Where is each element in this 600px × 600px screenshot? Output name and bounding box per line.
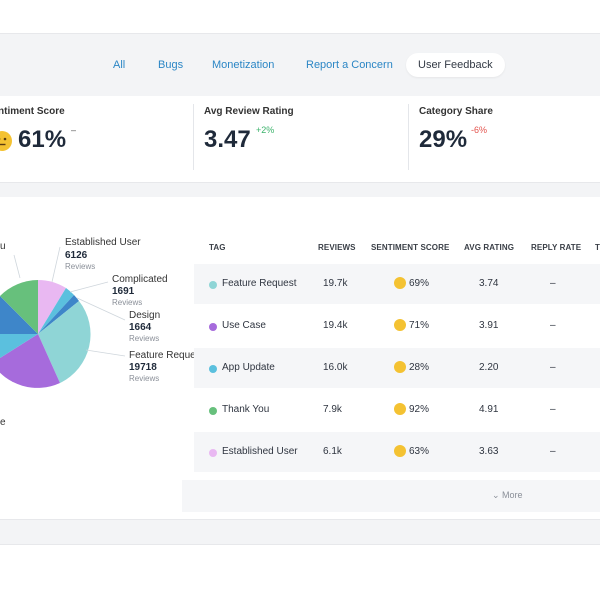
tag-name: Feature Request (222, 278, 297, 289)
more-bar (182, 480, 600, 512)
reviews-count: 19.4k (323, 320, 347, 331)
reply-rate: – (550, 320, 556, 331)
sentiment-emoji-icon (394, 403, 406, 415)
stat-delta: +2% (256, 125, 274, 135)
sentiment-score: 92% (409, 404, 429, 415)
reply-rate: – (550, 362, 556, 373)
tab-user-feedback[interactable]: User Feedback (406, 53, 505, 77)
stat-delta: -6% (471, 125, 487, 135)
tag-pie-chart (0, 230, 200, 430)
pie-unit: Reviews (112, 298, 142, 307)
column-header-sentiment-score[interactable]: SENTIMENT SCORE (371, 243, 449, 252)
tag-name: App Update (222, 362, 275, 373)
tab-bugs[interactable]: Bugs (146, 53, 195, 77)
top-bar (0, 0, 600, 32)
table-row[interactable]: Use Case 19.4k 71% 3.91 – (194, 306, 600, 346)
tag-color-dot (209, 449, 217, 457)
avg-rating: 3.74 (479, 278, 498, 289)
table-row[interactable]: Established User 6.1k 63% 3.63 – (194, 432, 600, 472)
pie-label: Complicated (112, 274, 168, 285)
pie-count: 1664 (129, 322, 151, 333)
sentiment-emoji-icon (394, 361, 406, 373)
pie-label: u (0, 241, 6, 252)
stat-avg-review-rating: Avg Review Rating 3.47 +2% (204, 96, 404, 182)
column-header-reviews[interactable]: REVIEWS (318, 243, 356, 252)
reply-rate: – (550, 278, 556, 289)
sentiment-emoji-icon (394, 277, 406, 289)
filter-tabs-bar: All Bugs Monetization Report a Concern U… (0, 33, 600, 97)
avg-rating: 4.91 (479, 404, 498, 415)
column-header-reply-rate[interactable]: REPLY RATE (531, 243, 581, 252)
avg-rating: 3.63 (479, 446, 498, 457)
sentiment-score: 28% (409, 362, 429, 373)
pie-label: Design (129, 310, 160, 321)
pie-label: Feature Reques (129, 350, 201, 361)
reviews-count: 6.1k (323, 446, 342, 457)
avg-rating: 2.20 (479, 362, 498, 373)
table-row[interactable]: Feature Request 19.7k 69% 3.74 – (194, 264, 600, 304)
sentiment-emoji-icon (394, 445, 406, 457)
more-button[interactable]: ⌄ More (492, 490, 523, 501)
pie-label: e (0, 417, 6, 428)
stat-category-share: Category Share 29% -6% (419, 96, 599, 182)
pie-count: 6126 (65, 250, 87, 261)
pie-unit: Reviews (129, 374, 159, 383)
sentiment-score: 63% (409, 446, 429, 457)
tag-color-dot (209, 323, 217, 331)
pie-count: 1691 (112, 286, 134, 297)
sentiment-emoji-icon (394, 319, 406, 331)
stat-sentiment-score: ntiment Score 61% – (0, 96, 190, 182)
pie-unit: Reviews (129, 334, 159, 343)
neutral-face-icon (0, 131, 12, 151)
table-row[interactable]: Thank You 7.9k 92% 4.91 – (194, 390, 600, 430)
column-header-tag[interactable]: TAG (209, 243, 226, 252)
section-gap (0, 183, 600, 197)
stats-summary: ntiment Score 61% – Avg Review Rating 3.… (0, 96, 600, 183)
pie-count: 19718 (129, 362, 157, 373)
stat-value: 29% (419, 126, 467, 154)
stat-label: ntiment Score (0, 106, 65, 117)
stat-label: Category Share (419, 106, 493, 117)
reviews-count: 19.7k (323, 278, 347, 289)
column-header-t[interactable]: T (595, 243, 600, 252)
tag-color-dot (209, 365, 217, 373)
bottom-gap (0, 519, 600, 545)
divider (193, 104, 194, 170)
sentiment-score: 71% (409, 320, 429, 331)
avg-rating: 3.91 (479, 320, 498, 331)
tag-name: Use Case (222, 320, 266, 331)
stat-value: 3.47 (204, 126, 251, 154)
stat-delta: – (71, 125, 76, 135)
table-row[interactable]: App Update 16.0k 28% 2.20 – (194, 348, 600, 388)
stat-value: 61% (18, 126, 66, 154)
column-header-avg-rating[interactable]: AVG RATING (464, 243, 514, 252)
tag-name: Thank You (222, 404, 269, 415)
tab-monetization[interactable]: Monetization (200, 53, 286, 77)
reviews-count: 16.0k (323, 362, 347, 373)
reviews-count: 7.9k (323, 404, 342, 415)
reply-rate: – (550, 404, 556, 415)
tab-report-a-concern[interactable]: Report a Concern (294, 53, 405, 77)
reply-rate: – (550, 446, 556, 457)
tab-all[interactable]: All (101, 53, 137, 77)
tag-color-dot (209, 281, 217, 289)
stat-label: Avg Review Rating (204, 106, 294, 117)
tag-name: Established User (222, 446, 298, 457)
divider (408, 104, 409, 170)
pie-unit: Reviews (65, 262, 95, 271)
sentiment-score: 69% (409, 278, 429, 289)
pie-label: Established User (65, 237, 141, 248)
tag-color-dot (209, 407, 217, 415)
